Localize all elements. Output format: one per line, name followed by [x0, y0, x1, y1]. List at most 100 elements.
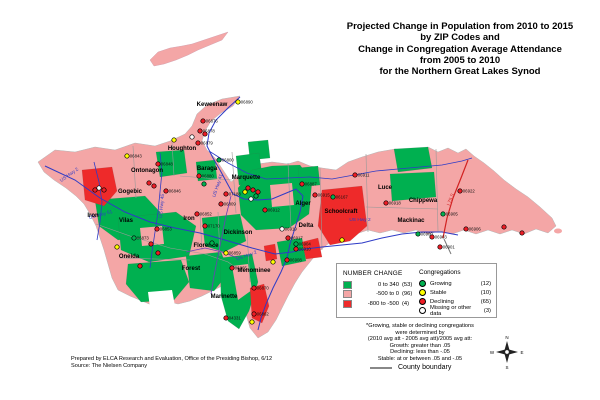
county-boundary-label: County boundary [398, 364, 452, 371]
congregation-id-label: 06167 [336, 195, 349, 200]
county-label-mackinac-10: Mackinac [397, 218, 425, 224]
congregation-id-label: 06843 [130, 154, 143, 159]
status-count: (12) [480, 280, 491, 287]
congregation-id-label: 06890 [241, 100, 254, 105]
congregation-dot-declining [223, 315, 229, 321]
congregation-dot-declining [197, 128, 203, 134]
county-label-gogebic-4: Gogebic [118, 189, 143, 195]
legend-range-label: -800 to -500 [367, 300, 399, 307]
legend-row-declining: Declining (65) [419, 297, 491, 306]
congregation-dot-declining [200, 118, 206, 124]
number-change-title: NUMBER CHANGE [343, 270, 403, 277]
congregation-dot-growing [253, 193, 259, 199]
congregation-dot-declining [352, 172, 358, 178]
congregation-dot-stable [249, 319, 255, 325]
congregation-id-label: 06917 [291, 236, 304, 241]
status-label: Missing or other data [430, 304, 472, 317]
congregation-dot-growing [415, 231, 421, 237]
congregation-dot-declining [196, 173, 202, 179]
footnote-line: (2010 avg att - 2005 avg att)/2005 avg a… [367, 336, 473, 343]
congregation-id-label: 06865 [235, 266, 248, 271]
growing-dot-icon [419, 280, 426, 287]
county-label-marquette-5: Marquette [232, 175, 261, 181]
legend-range-count: (53) [402, 281, 413, 288]
footnote-line: Declining: less than -.05 [390, 349, 450, 356]
legend-row-small-decline: -500 to 0 (96) [343, 290, 415, 300]
congregation-dot-declining [463, 226, 469, 232]
compass-w-label: W [490, 350, 495, 355]
congregation-id-label: 07188 [229, 192, 242, 197]
declining-dot-icon [419, 298, 426, 305]
congregation-dot-declining [437, 244, 443, 250]
congregation-dot-stable [114, 244, 120, 250]
congregation-id-label: 06911 [358, 173, 370, 178]
congregation-dot-stable [270, 259, 276, 265]
congregation-id-label: 06910 [299, 247, 312, 252]
zip-nodata-patch [148, 290, 175, 308]
legend-box: NUMBER CHANGE 0 to 340 (53) -500 to 0 (9… [336, 263, 497, 318]
map-title-line-4: from 2005 to 2010 [419, 54, 501, 66]
congregation-id-label: 06852 [200, 212, 213, 217]
status-count: (65) [480, 298, 491, 305]
congregation-dot-stable [339, 237, 345, 243]
congregation-dot-declining [255, 189, 261, 195]
congregation-dot-declining [151, 183, 157, 189]
congregation-dot-declining [457, 188, 463, 194]
status-label: Growing [430, 280, 452, 287]
legend-row-large-decline: -800 to -500 (4) [343, 299, 415, 309]
congregation-dot-declining [218, 201, 224, 207]
congregation-id-label: 06809 [224, 202, 237, 207]
county-label-ontonagon-2: Ontonagon [131, 168, 163, 174]
congregation-id-label: 07170 [208, 224, 221, 229]
congregation-dot-declining [92, 187, 98, 193]
congregation-dot-missing [96, 185, 102, 191]
congregation-id-label: 06887 [305, 182, 318, 187]
legend-range-count: (4) [402, 300, 410, 307]
congregation-id-label: 06846 [169, 189, 182, 194]
congregation-id-label: 06853 [160, 227, 173, 232]
county-label-iron-14: Iron [87, 213, 99, 219]
footnote-line: Growth: greater than .05 [389, 342, 451, 349]
legend-row-growth: 0 to 340 (53) [343, 280, 415, 290]
road-label: I 75 S [446, 193, 456, 207]
county-label-dickinson-12: Dickinson [224, 230, 253, 236]
congregation-dot-declining [137, 263, 143, 269]
congregation-id-label: 06900 [421, 232, 434, 237]
county-label-luce-8: Luce [378, 185, 393, 191]
congregation-id-label: 06904 [299, 242, 312, 247]
congregation-dot-growing [216, 157, 222, 163]
congregation-dot-declining [312, 192, 318, 198]
congregation-dot-declining [383, 200, 389, 206]
congregation-dot-declining [202, 131, 208, 137]
county-label-houghton-1: Houghton [168, 146, 197, 152]
congregation-dot-growing [209, 240, 215, 246]
congregation-id-label: 06859 [229, 251, 242, 256]
congregation-id-label: 06919 [285, 227, 298, 232]
county-label-baraga-3: Baraga [197, 166, 218, 172]
congregation-id-label: 06905 [446, 212, 459, 217]
compass-n-label: N [505, 335, 508, 340]
congregation-id-label: 06873 [137, 236, 150, 241]
map-title: Projected Change in Population from 2010… [315, 21, 600, 77]
congregation-dot-declining [163, 188, 169, 194]
legend-range-label: -500 to 0 [376, 291, 399, 298]
road-state [185, 247, 239, 259]
congregation-dot-declining [262, 207, 268, 213]
congregation-id-label: 06878 [203, 129, 216, 134]
congregation-dot-stable [242, 189, 248, 195]
status-count: (10) [480, 289, 491, 296]
congregation-dot-growing [201, 181, 207, 187]
congregation-dot-stable [235, 99, 241, 105]
attribution: Prepared by ELCA Research and Evaluation… [71, 356, 272, 370]
congregation-dot-declining [202, 223, 208, 229]
congregation-id-label: 06901 [443, 245, 456, 250]
compass-s-label: S [505, 365, 508, 370]
road-us2 [44, 165, 459, 255]
county-boundary-line-icon [370, 366, 392, 369]
compass-e-label: E [520, 350, 523, 355]
road-label: US Hwy 2 [349, 217, 371, 223]
legend-row-missing: Missing or other data (3) [419, 304, 491, 317]
congregation-dot-declining [293, 246, 299, 252]
congregation-dot-declining [194, 211, 200, 217]
